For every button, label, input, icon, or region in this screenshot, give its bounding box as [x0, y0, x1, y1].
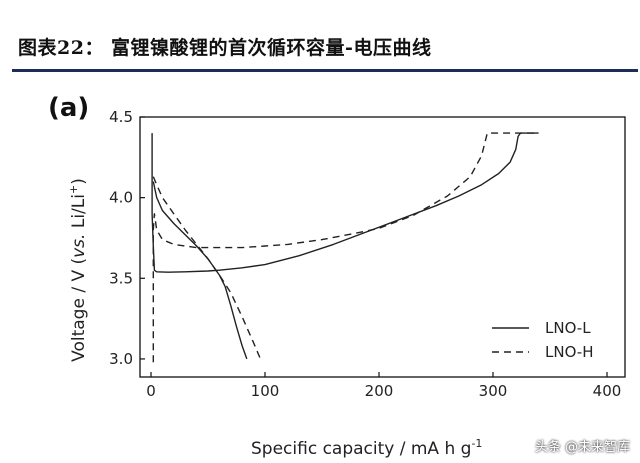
- x-tick-label-3: 300: [479, 382, 508, 400]
- y-axis-label-part-3: Li/Li: [69, 194, 89, 234]
- y-tick-label-2: 4.0: [109, 189, 133, 207]
- y-tick-label-3: 4.5: [109, 108, 133, 126]
- series-lno-l-curve-1: [151, 132, 539, 273]
- y-axis-label-close: ): [69, 178, 89, 185]
- legend-label-lno-h: LNO-H: [545, 343, 594, 361]
- panel-label: (a): [48, 93, 89, 123]
- x-tick-label-1: 100: [251, 382, 280, 400]
- series-lno-h-curve-2: [152, 176, 262, 360]
- x-tick-label-0: 0: [146, 382, 156, 400]
- series-lno-l-curve-2: [152, 181, 248, 360]
- y-tick-label-0: 3.0: [109, 350, 133, 368]
- ticks-layer: 0 100 200 300 400 3.0 3.5 4.0 4.5: [109, 108, 621, 400]
- x-axis-label-sup: -1: [471, 437, 482, 450]
- y-axis-label-sup: +: [67, 185, 80, 194]
- y-tick-label-1: 3.5: [109, 269, 133, 287]
- capacity-voltage-chart: (a) 0 100 200 300 400 3.0 3.5 4.0 4.5 Voltage / …: [48, 93, 626, 459]
- y-axis-label: Voltage / V (vs. Li/Li+): [67, 178, 89, 362]
- figure-header: 图表22： 富锂镍酸锂的首次循环容量-电压曲线: [0, 0, 640, 74]
- plot-frame: [139, 116, 626, 378]
- x-tick-label-4: 400: [593, 382, 622, 400]
- y-axis-label-italic: vs.: [69, 234, 89, 258]
- watermark: 头条 @未来智库: [534, 440, 630, 455]
- figure-title: 图表22： 富锂镍酸锂的首次循环容量-电压曲线: [18, 37, 432, 59]
- x-axis-label: Specific capacity / mA h g-1: [251, 437, 482, 459]
- y-axis-label-part-1: Voltage / V (: [69, 258, 89, 362]
- header-divider: [12, 69, 638, 72]
- series-layer: [151, 132, 539, 363]
- x-tick-label-2: 200: [365, 382, 394, 400]
- x-axis-label-text: Specific capacity / mA h g: [251, 439, 471, 459]
- series-lno-h-curve-1: [152, 132, 539, 363]
- legend: LNO-L LNO-H: [492, 319, 594, 361]
- legend-label-lno-l: LNO-L: [545, 319, 591, 337]
